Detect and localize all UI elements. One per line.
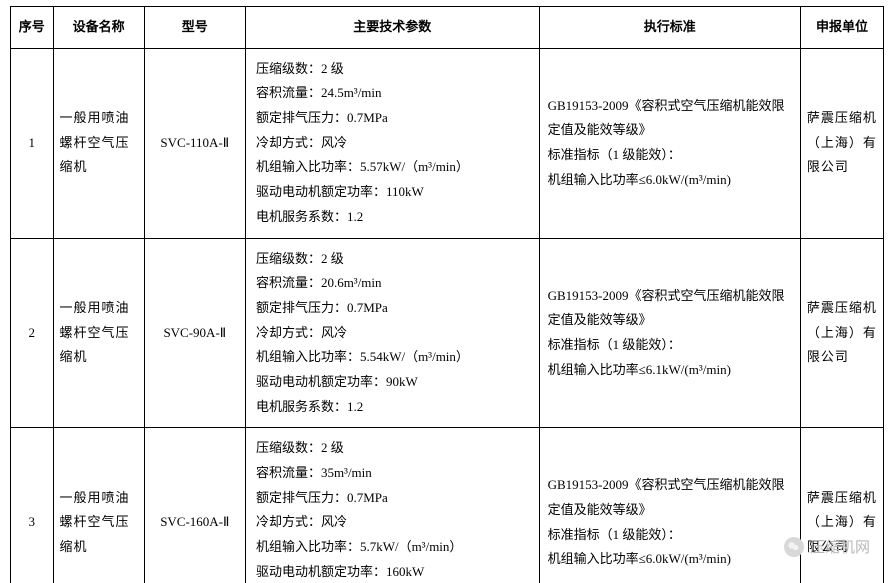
- std-line: GB19153-2009《容积式空气压缩机能效限定值及能效等级》: [548, 473, 792, 522]
- param-line: 压缩级数：2 级: [256, 57, 529, 82]
- param-line: 冷却方式：风冷: [256, 510, 529, 535]
- param-line: 驱动电动机额定功率：160kW: [256, 560, 529, 583]
- param-line: 机组输入比功率：5.7kW/（m³/min）: [256, 535, 529, 560]
- cell-params: 压缩级数：2 级容积流量：20.6m³/min额定排气压力：0.7MPa冷却方式…: [245, 238, 539, 428]
- col-header-name: 设备名称: [53, 7, 144, 49]
- table-container: 序号 设备名称 型号 主要技术参数 执行标准 申报单位 1一般用喷油螺杆空气压缩…: [0, 0, 892, 583]
- cell-unit: 萨震压缩机（上海）有限公司: [800, 48, 883, 238]
- param-line: 额定排气压力：0.7MPa: [256, 296, 529, 321]
- table-row: 2一般用喷油螺杆空气压缩机SVC-90A-Ⅱ压缩级数：2 级容积流量：20.6m…: [11, 238, 884, 428]
- cell-equipment-name: 一般用喷油螺杆空气压缩机: [53, 428, 144, 583]
- cell-standard: GB19153-2009《容积式空气压缩机能效限定值及能效等级》标准指标（1 级…: [539, 428, 800, 583]
- cell-model: SVC-90A-Ⅱ: [144, 238, 245, 428]
- param-line: 容积流量：20.6m³/min: [256, 271, 529, 296]
- col-header-seq: 序号: [11, 7, 54, 49]
- param-line: 驱动电动机额定功率：110kW: [256, 180, 529, 205]
- cell-standard: GB19153-2009《容积式空气压缩机能效限定值及能效等级》标准指标（1 级…: [539, 48, 800, 238]
- std-line: 机组输入比功率≤6.0kW/(m³/min): [548, 547, 792, 572]
- cell-equipment-name: 一般用喷油螺杆空气压缩机: [53, 48, 144, 238]
- param-line: 驱动电动机额定功率：90kW: [256, 370, 529, 395]
- table-row: 1一般用喷油螺杆空气压缩机SVC-110A-Ⅱ压缩级数：2 级容积流量：24.5…: [11, 48, 884, 238]
- cell-model: SVC-160A-Ⅱ: [144, 428, 245, 583]
- param-line: 容积流量：24.5m³/min: [256, 81, 529, 106]
- cell-seq: 2: [11, 238, 54, 428]
- cell-params: 压缩级数：2 级容积流量：24.5m³/min额定排气压力：0.7MPa冷却方式…: [245, 48, 539, 238]
- param-line: 冷却方式：风冷: [256, 321, 529, 346]
- param-line: 额定排气压力：0.7MPa: [256, 106, 529, 131]
- std-line: GB19153-2009《容积式空气压缩机能效限定值及能效等级》: [548, 284, 792, 333]
- cell-params: 压缩级数：2 级容积流量：35m³/min额定排气压力：0.7MPa冷却方式：风…: [245, 428, 539, 583]
- cell-equipment-name: 一般用喷油螺杆空气压缩机: [53, 238, 144, 428]
- cell-seq: 1: [11, 48, 54, 238]
- table-row: 3一般用喷油螺杆空气压缩机SVC-160A-Ⅱ压缩级数：2 级容积流量：35m³…: [11, 428, 884, 583]
- param-line: 电机服务系数：1.2: [256, 395, 529, 420]
- std-line: 标准指标（1 级能效）：: [548, 333, 792, 358]
- param-line: 容积流量：35m³/min: [256, 461, 529, 486]
- param-line: 冷却方式：风冷: [256, 131, 529, 156]
- col-header-model: 型号: [144, 7, 245, 49]
- std-line: 标准指标（1 级能效）：: [548, 143, 792, 168]
- cell-model: SVC-110A-Ⅱ: [144, 48, 245, 238]
- param-line: 机组输入比功率：5.57kW/（m³/min）: [256, 155, 529, 180]
- col-header-unit: 申报单位: [800, 7, 883, 49]
- param-line: 压缩级数：2 级: [256, 247, 529, 272]
- col-header-std: 执行标准: [539, 7, 800, 49]
- param-line: 机组输入比功率：5.54kW/（m³/min）: [256, 345, 529, 370]
- cell-seq: 3: [11, 428, 54, 583]
- table-body: 1一般用喷油螺杆空气压缩机SVC-110A-Ⅱ压缩级数：2 级容积流量：24.5…: [11, 48, 884, 583]
- cell-unit: 萨震压缩机（上海）有限公司: [800, 428, 883, 583]
- param-line: 额定排气压力：0.7MPa: [256, 486, 529, 511]
- param-line: 电机服务系数：1.2: [256, 205, 529, 230]
- cell-unit: 萨震压缩机（上海）有限公司: [800, 238, 883, 428]
- std-line: 标准指标（1 级能效）：: [548, 523, 792, 548]
- equipment-table: 序号 设备名称 型号 主要技术参数 执行标准 申报单位 1一般用喷油螺杆空气压缩…: [10, 6, 884, 583]
- param-line: 压缩级数：2 级: [256, 436, 529, 461]
- std-line: GB19153-2009《容积式空气压缩机能效限定值及能效等级》: [548, 94, 792, 143]
- std-line: 机组输入比功率≤6.1kW/(m³/min): [548, 358, 792, 383]
- table-header-row: 序号 设备名称 型号 主要技术参数 执行标准 申报单位: [11, 7, 884, 49]
- col-header-param: 主要技术参数: [245, 7, 539, 49]
- std-line: 机组输入比功率≤6.0kW/(m³/min): [548, 168, 792, 193]
- cell-standard: GB19153-2009《容积式空气压缩机能效限定值及能效等级》标准指标（1 级…: [539, 238, 800, 428]
